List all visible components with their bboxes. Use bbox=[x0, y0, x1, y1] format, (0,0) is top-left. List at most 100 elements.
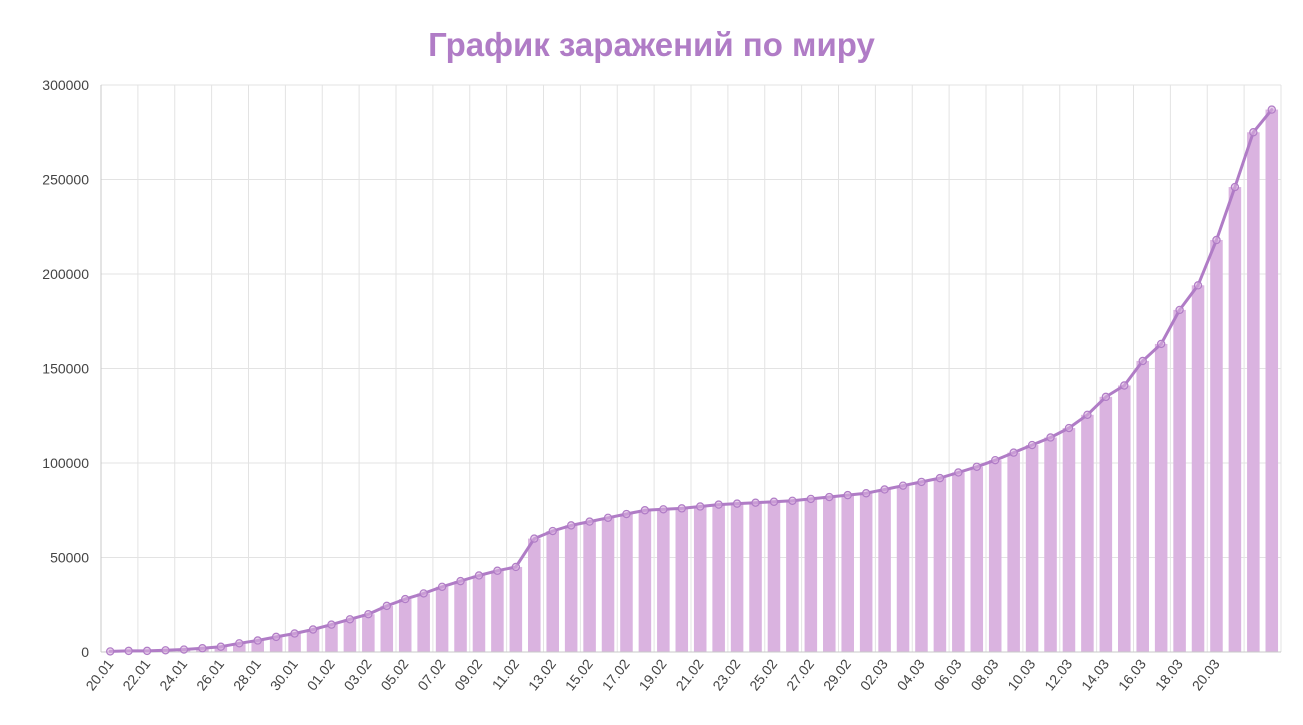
bar bbox=[1044, 437, 1057, 652]
data-point bbox=[751, 498, 760, 507]
x-tick-label: 18.03 bbox=[1152, 656, 1186, 694]
bar bbox=[933, 478, 947, 652]
data-point bbox=[1267, 105, 1276, 114]
data-point bbox=[161, 646, 170, 655]
data-point bbox=[198, 644, 207, 653]
bar bbox=[1025, 445, 1039, 652]
bar bbox=[970, 466, 984, 652]
data-point bbox=[474, 571, 484, 580]
x-tick-label: 02.03 bbox=[857, 656, 891, 694]
bar bbox=[509, 566, 523, 652]
data-point bbox=[880, 485, 889, 494]
bar bbox=[1154, 343, 1168, 652]
data-point bbox=[1009, 448, 1018, 457]
data-point bbox=[493, 566, 502, 575]
x-tick-label: 27.02 bbox=[783, 656, 817, 694]
bar bbox=[1228, 187, 1242, 652]
bar bbox=[306, 629, 320, 652]
data-point bbox=[437, 582, 447, 591]
data-point bbox=[401, 594, 410, 604]
bar bbox=[859, 493, 873, 652]
data-point bbox=[253, 636, 262, 645]
bar bbox=[1118, 385, 1131, 652]
axes bbox=[100, 85, 1281, 653]
data-point bbox=[511, 562, 521, 572]
bar bbox=[601, 517, 615, 652]
data-point bbox=[732, 499, 742, 508]
bar bbox=[823, 497, 836, 652]
x-tick-label: 06.03 bbox=[931, 656, 965, 694]
bar bbox=[638, 510, 652, 652]
x-tick-label: 17.02 bbox=[599, 656, 633, 694]
bar bbox=[786, 500, 799, 652]
bars bbox=[103, 109, 1279, 653]
data-point bbox=[585, 517, 594, 526]
bar bbox=[730, 503, 744, 652]
y-tick-label: 50000 bbox=[50, 550, 89, 566]
y-tick-label: 150000 bbox=[42, 361, 89, 377]
data-point bbox=[603, 513, 613, 523]
trend-line-path bbox=[108, 108, 1274, 653]
x-tick-label: 23.02 bbox=[709, 656, 743, 694]
data-point bbox=[714, 500, 723, 509]
trend-points bbox=[106, 105, 1276, 656]
chart-title: График заражений по миру bbox=[428, 26, 875, 63]
bar bbox=[915, 481, 928, 652]
bar bbox=[233, 643, 246, 652]
data-point bbox=[991, 455, 1000, 465]
data-point bbox=[954, 468, 963, 477]
bar bbox=[712, 504, 725, 652]
y-tick-label: 100000 bbox=[42, 455, 89, 471]
data-point bbox=[1138, 356, 1147, 366]
bar bbox=[362, 614, 375, 652]
data-point bbox=[972, 462, 981, 471]
x-tick-label: 26.01 bbox=[193, 656, 227, 694]
x-tick-label: 30.01 bbox=[267, 656, 301, 694]
data-point bbox=[308, 625, 318, 634]
data-point bbox=[106, 647, 115, 656]
data-point bbox=[530, 534, 539, 543]
data-point bbox=[1120, 381, 1129, 390]
data-point bbox=[935, 473, 945, 483]
data-point bbox=[548, 526, 557, 536]
bar bbox=[804, 498, 818, 652]
data-point bbox=[1193, 281, 1203, 290]
bar bbox=[325, 624, 338, 652]
data-point bbox=[659, 505, 668, 514]
bar bbox=[1136, 360, 1149, 652]
bar bbox=[1191, 285, 1205, 652]
bar bbox=[435, 586, 449, 652]
y-tick-label: 200000 bbox=[42, 266, 89, 282]
x-tick-label: 03.02 bbox=[341, 656, 375, 694]
data-point bbox=[1212, 235, 1221, 245]
data-point bbox=[1249, 128, 1258, 137]
x-tick-label: 15.02 bbox=[562, 656, 596, 694]
bar bbox=[454, 581, 467, 652]
bar bbox=[1210, 239, 1223, 653]
x-tick-label: 11.02 bbox=[489, 656, 523, 693]
x-tick-label: 29.02 bbox=[820, 656, 854, 694]
x-tick-label: 05.02 bbox=[377, 656, 411, 694]
data-point bbox=[696, 502, 705, 511]
data-point bbox=[364, 610, 373, 619]
grid-lines bbox=[100, 84, 1282, 653]
bar bbox=[767, 501, 781, 652]
bar bbox=[1099, 396, 1113, 652]
bar bbox=[288, 633, 301, 652]
bar bbox=[896, 485, 910, 652]
bar bbox=[398, 599, 412, 652]
bar bbox=[841, 495, 854, 652]
bar bbox=[1173, 309, 1186, 652]
y-tick-labels: 0 50000 100000 150000 200000 250000 300000 bbox=[42, 77, 89, 660]
data-point bbox=[179, 645, 189, 654]
x-tick-label: 21.02 bbox=[672, 656, 706, 694]
y-tick-label: 250000 bbox=[42, 172, 89, 188]
x-tick-label: 09.02 bbox=[451, 656, 485, 694]
data-point bbox=[216, 642, 226, 651]
bar bbox=[528, 538, 541, 652]
data-point bbox=[566, 521, 576, 530]
bar bbox=[251, 640, 264, 652]
data-point bbox=[622, 509, 631, 519]
trend-line bbox=[108, 108, 1274, 653]
